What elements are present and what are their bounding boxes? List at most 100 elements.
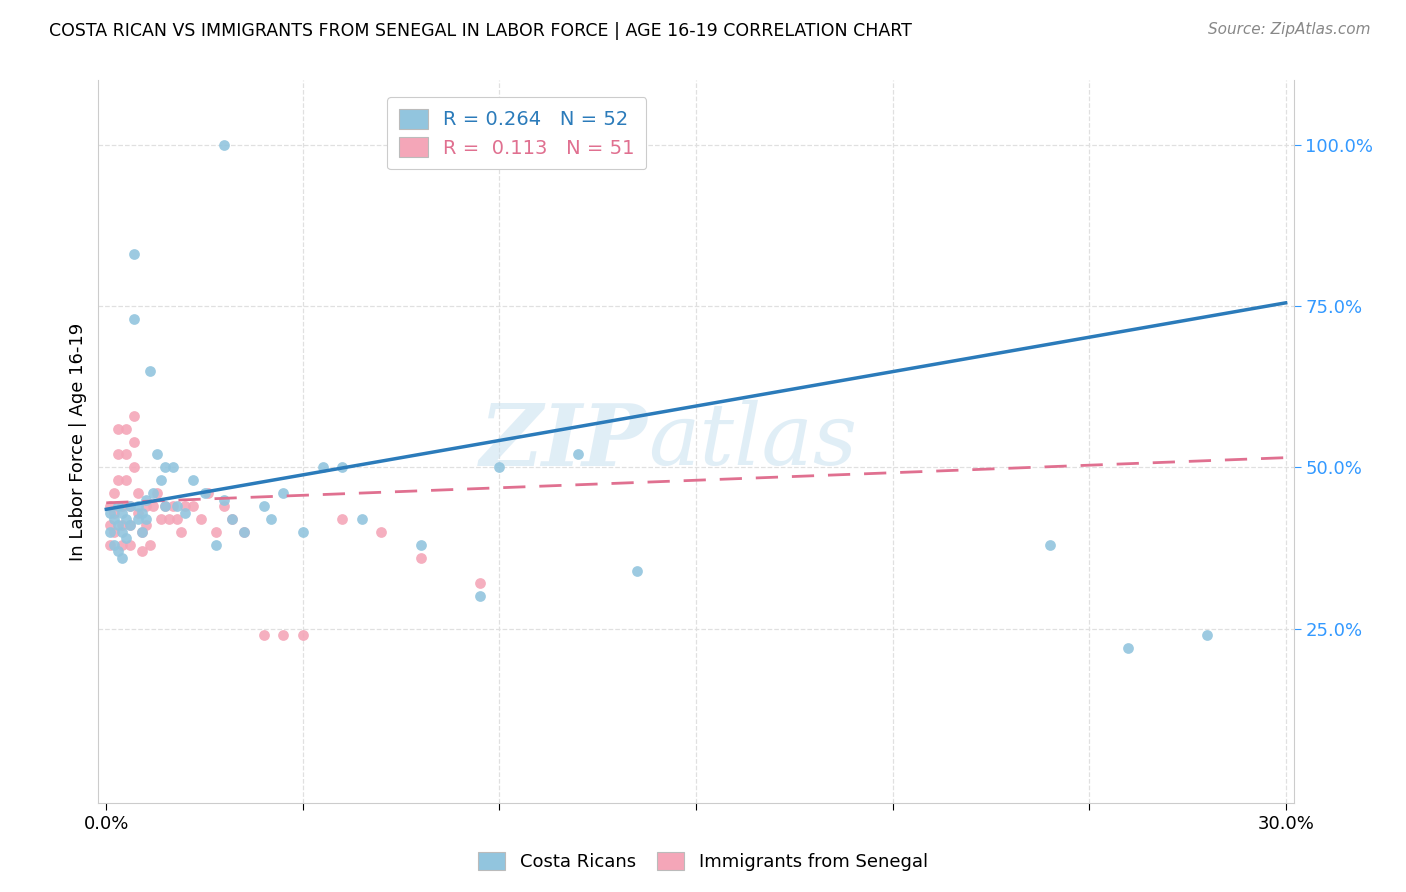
Point bbox=[122, 247, 145, 261]
Point bbox=[212, 137, 235, 152]
Point bbox=[107, 422, 129, 436]
Point bbox=[98, 538, 121, 552]
Point bbox=[115, 447, 138, 461]
Point bbox=[155, 499, 177, 513]
Point bbox=[190, 512, 212, 526]
Point bbox=[142, 499, 165, 513]
Point bbox=[98, 518, 121, 533]
Point bbox=[138, 538, 160, 552]
Point bbox=[135, 499, 157, 513]
Point bbox=[508, 137, 530, 152]
Point bbox=[115, 422, 138, 436]
Text: ZIP: ZIP bbox=[481, 400, 648, 483]
Point bbox=[131, 524, 153, 539]
Point bbox=[205, 538, 228, 552]
Point bbox=[291, 524, 314, 539]
Point bbox=[111, 499, 134, 513]
Point bbox=[488, 460, 510, 475]
Point bbox=[232, 524, 254, 539]
Point bbox=[221, 512, 243, 526]
Point bbox=[98, 524, 121, 539]
Point bbox=[122, 312, 145, 326]
Point bbox=[115, 531, 138, 545]
Point bbox=[131, 524, 153, 539]
Point bbox=[146, 447, 169, 461]
Point bbox=[181, 473, 204, 487]
Point bbox=[162, 499, 184, 513]
Point bbox=[122, 409, 145, 423]
Point bbox=[107, 499, 129, 513]
Point bbox=[138, 363, 160, 377]
Point bbox=[118, 518, 141, 533]
Point bbox=[127, 486, 149, 500]
Point bbox=[166, 512, 188, 526]
Point bbox=[157, 512, 180, 526]
Point bbox=[107, 447, 129, 461]
Point bbox=[107, 473, 129, 487]
Point bbox=[212, 492, 235, 507]
Point bbox=[111, 518, 134, 533]
Point bbox=[311, 460, 333, 475]
Text: Source: ZipAtlas.com: Source: ZipAtlas.com bbox=[1208, 22, 1371, 37]
Point bbox=[468, 590, 491, 604]
Point bbox=[103, 538, 125, 552]
Point bbox=[155, 499, 177, 513]
Point bbox=[135, 512, 157, 526]
Point bbox=[115, 473, 138, 487]
Point bbox=[197, 486, 219, 500]
Point bbox=[103, 524, 125, 539]
Point bbox=[409, 538, 432, 552]
Point bbox=[118, 518, 141, 533]
Point bbox=[103, 506, 125, 520]
Point bbox=[118, 538, 141, 552]
Point bbox=[131, 544, 153, 558]
Y-axis label: In Labor Force | Age 16-19: In Labor Force | Age 16-19 bbox=[69, 322, 87, 561]
Point bbox=[98, 499, 121, 513]
Point bbox=[221, 512, 243, 526]
Point bbox=[1039, 538, 1062, 552]
Point bbox=[118, 499, 141, 513]
Legend: Costa Ricans, Immigrants from Senegal: Costa Ricans, Immigrants from Senegal bbox=[471, 845, 935, 879]
Point bbox=[1118, 640, 1140, 655]
Text: COSTA RICAN VS IMMIGRANTS FROM SENEGAL IN LABOR FORCE | AGE 16-19 CORRELATION CH: COSTA RICAN VS IMMIGRANTS FROM SENEGAL I… bbox=[49, 22, 912, 40]
Point bbox=[170, 524, 193, 539]
Point bbox=[252, 499, 274, 513]
Point bbox=[193, 486, 215, 500]
Point bbox=[567, 447, 589, 461]
Point bbox=[626, 564, 648, 578]
Point bbox=[291, 628, 314, 642]
Point bbox=[350, 512, 373, 526]
Point bbox=[181, 499, 204, 513]
Point bbox=[103, 512, 125, 526]
Point bbox=[212, 499, 235, 513]
Point bbox=[127, 512, 149, 526]
Point bbox=[174, 506, 197, 520]
Point bbox=[150, 473, 173, 487]
Point bbox=[330, 512, 353, 526]
Point bbox=[115, 512, 138, 526]
Point bbox=[260, 512, 283, 526]
Point bbox=[122, 460, 145, 475]
Point bbox=[155, 460, 177, 475]
Point bbox=[107, 544, 129, 558]
Point bbox=[111, 538, 134, 552]
Point bbox=[330, 460, 353, 475]
Point bbox=[111, 550, 134, 565]
Point bbox=[98, 506, 121, 520]
Point bbox=[468, 576, 491, 591]
Point bbox=[150, 512, 173, 526]
Point bbox=[111, 524, 134, 539]
Point bbox=[118, 499, 141, 513]
Point bbox=[162, 460, 184, 475]
Point bbox=[131, 506, 153, 520]
Point bbox=[107, 518, 129, 533]
Point bbox=[146, 486, 169, 500]
Point bbox=[252, 628, 274, 642]
Legend: R = 0.264   N = 52, R =  0.113   N = 51: R = 0.264 N = 52, R = 0.113 N = 51 bbox=[387, 97, 647, 169]
Text: atlas: atlas bbox=[648, 401, 858, 483]
Point bbox=[135, 492, 157, 507]
Point bbox=[127, 506, 149, 520]
Point bbox=[103, 486, 125, 500]
Point bbox=[111, 506, 134, 520]
Point bbox=[271, 486, 294, 500]
